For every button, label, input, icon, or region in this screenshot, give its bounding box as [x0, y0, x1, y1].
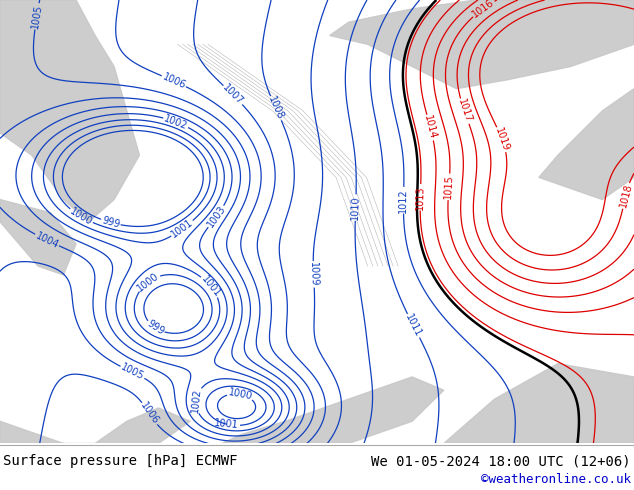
- Text: 1006: 1006: [160, 72, 187, 91]
- Text: 1011: 1011: [403, 313, 424, 339]
- Text: 1000: 1000: [136, 270, 161, 294]
- Text: Surface pressure [hPa] ECMWF: Surface pressure [hPa] ECMWF: [3, 454, 238, 468]
- Text: 1002: 1002: [190, 388, 202, 413]
- Text: 1007: 1007: [221, 83, 245, 107]
- Text: 1005: 1005: [119, 362, 146, 382]
- Text: We 01-05-2024 18:00 UTC (12+06): We 01-05-2024 18:00 UTC (12+06): [371, 454, 631, 468]
- Polygon shape: [539, 89, 634, 199]
- Polygon shape: [0, 199, 76, 275]
- Polygon shape: [444, 364, 634, 443]
- Text: 1003: 1003: [205, 204, 228, 229]
- Polygon shape: [0, 0, 139, 221]
- Text: 1001: 1001: [199, 273, 222, 299]
- Text: 1002: 1002: [163, 113, 190, 131]
- Text: 1009: 1009: [308, 262, 319, 287]
- Text: 1005: 1005: [30, 3, 44, 29]
- Text: 1000: 1000: [68, 206, 94, 227]
- Polygon shape: [330, 0, 634, 89]
- Text: 1004: 1004: [34, 230, 60, 250]
- Text: 1015: 1015: [443, 174, 455, 199]
- Text: 1014: 1014: [422, 115, 438, 141]
- Text: 1019: 1019: [493, 126, 511, 152]
- Text: 999: 999: [101, 215, 121, 230]
- Text: 1000: 1000: [227, 387, 253, 402]
- Polygon shape: [222, 377, 444, 443]
- Text: 1017: 1017: [456, 98, 473, 124]
- Text: 999: 999: [145, 318, 165, 337]
- Text: 1013: 1013: [415, 185, 425, 210]
- Text: 1016: 1016: [470, 0, 496, 20]
- Polygon shape: [0, 408, 190, 452]
- Text: ©weatheronline.co.uk: ©weatheronline.co.uk: [481, 473, 631, 486]
- Text: 1001: 1001: [169, 218, 195, 240]
- Text: 1006: 1006: [138, 401, 160, 427]
- Text: 1001: 1001: [214, 418, 240, 430]
- Text: 1008: 1008: [266, 95, 285, 122]
- Text: 1012: 1012: [398, 188, 409, 213]
- Text: 1018: 1018: [618, 183, 633, 209]
- Text: 1010: 1010: [350, 195, 361, 220]
